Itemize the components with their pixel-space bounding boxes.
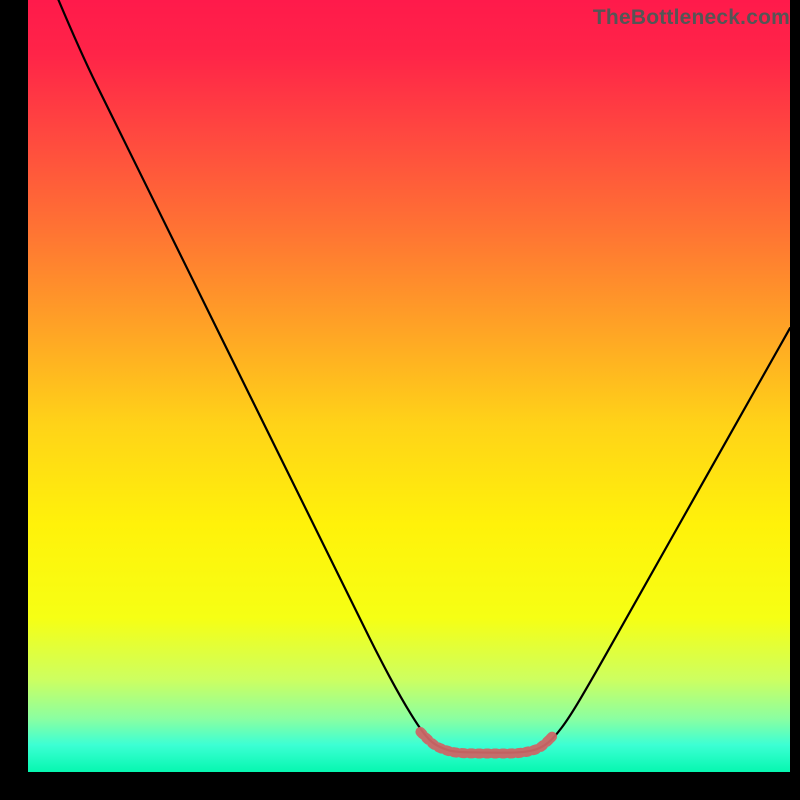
- chart-svg: [0, 0, 800, 800]
- watermark-label: TheBottleneck.com: [593, 6, 790, 30]
- chart-background: [28, 0, 790, 772]
- bottleneck-chart: TheBottleneck.com: [0, 0, 800, 800]
